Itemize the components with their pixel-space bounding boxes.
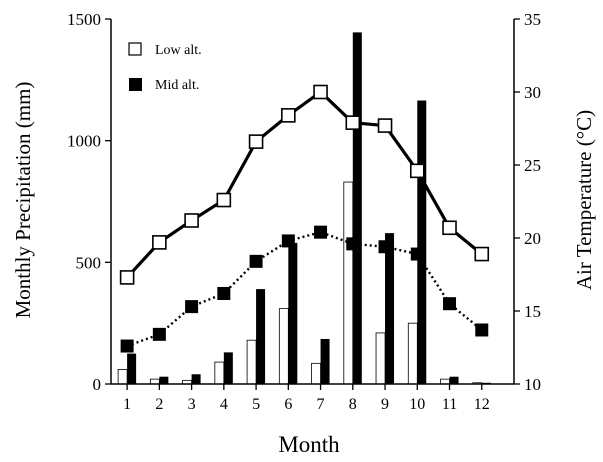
x-tick-label: 3 xyxy=(188,396,196,413)
mid-alt-bars xyxy=(127,32,491,385)
low-alt-bar xyxy=(246,339,257,385)
low-alt-temperature-point xyxy=(442,220,457,236)
mid-alt-temperature-point xyxy=(281,234,295,248)
low-alt-temperature-point xyxy=(474,246,490,262)
x-tick-label: 5 xyxy=(252,396,260,413)
mid-alt-bar xyxy=(288,242,298,384)
low-alt-bar xyxy=(214,361,225,385)
low-alt-bar xyxy=(407,322,418,385)
legend-marker-mid-alt xyxy=(129,78,142,91)
right-y-tick-label: 10 xyxy=(524,375,541,394)
low-alt-bars xyxy=(117,181,483,385)
legend-label-mid-alt: Mid alt. xyxy=(155,78,199,93)
mid-alt-temperature-point xyxy=(346,237,360,251)
left-y-tick-label: 0 xyxy=(93,375,102,394)
x-tick-label: 10 xyxy=(409,396,425,413)
low-alt-temperature-line xyxy=(125,89,483,279)
mid-alt-bar xyxy=(385,233,395,384)
x-tick-label: 9 xyxy=(381,396,389,413)
axes xyxy=(105,18,520,390)
low-alt-temperature-point xyxy=(119,270,135,285)
right-y-tick-label: 30 xyxy=(524,83,541,102)
mid-alt-bar xyxy=(223,352,233,384)
legend-label-low-alt: Low alt. xyxy=(155,43,202,58)
low-alt-bar xyxy=(311,362,321,385)
legend-marker-low-alt xyxy=(128,42,142,56)
mid-alt-temperature-point xyxy=(120,339,134,353)
mid-alt-temperature-line xyxy=(126,230,483,348)
mid-alt-temperature-point xyxy=(410,247,424,261)
right-y-tick-label: 25 xyxy=(524,156,541,175)
mid-alt-temperature-point xyxy=(152,327,166,341)
right-y-tick-label: 20 xyxy=(524,229,541,248)
low-alt-bar xyxy=(278,308,289,385)
left-y-tick-label: 500 xyxy=(76,253,102,272)
low-alt-temperature-point xyxy=(184,213,199,228)
x-axis-label: Month xyxy=(278,432,340,457)
mid-alt-temperature-point xyxy=(443,297,457,311)
low-alt-bar xyxy=(343,181,354,385)
low-alt-temperature-point xyxy=(345,115,361,130)
mid-alt-temperature-point xyxy=(217,286,231,300)
low-alt-temperature-point xyxy=(152,235,167,250)
mid-alt-bar xyxy=(449,376,459,384)
low-alt-temperature-point xyxy=(248,134,264,149)
mid-alt-bar xyxy=(417,100,427,385)
mid-alt-bar xyxy=(191,374,201,384)
mid-alt-bar xyxy=(320,338,330,384)
low-alt-temperature-point xyxy=(216,192,232,208)
right-y-tick-label: 15 xyxy=(524,302,541,321)
temperature-lines xyxy=(119,84,490,353)
mid-alt-bar xyxy=(256,289,266,384)
x-tick-label: 6 xyxy=(284,396,292,413)
mid-alt-bar xyxy=(352,32,362,385)
legend: Low alt. Mid alt. xyxy=(128,42,202,93)
x-tick-label: 11 xyxy=(442,396,457,413)
right-y-axis-label: Air Temperature (°C) xyxy=(572,110,596,290)
x-tick-label: 4 xyxy=(220,396,228,413)
mid-alt-bar xyxy=(127,353,137,384)
low-alt-temperature-point xyxy=(409,163,425,179)
low-alt-bar xyxy=(117,368,128,385)
low-alt-bar xyxy=(375,332,386,385)
x-tick-label: 2 xyxy=(155,396,163,413)
mid-alt-temperature-point xyxy=(378,240,392,254)
right-y-tick-label: 35 xyxy=(524,10,541,29)
mid-alt-temperature-point xyxy=(475,323,489,337)
x-tick-label: 7 xyxy=(317,396,325,413)
x-tick-label: 8 xyxy=(349,396,357,413)
mid-alt-temperature-point xyxy=(314,225,328,239)
x-tick-label: 12 xyxy=(474,396,490,413)
left-y-tick-label: 1500 xyxy=(67,10,101,29)
left-y-axis-label: Monthly Precipitation (mm) xyxy=(11,82,35,319)
left-y-tick-label: 1000 xyxy=(67,132,101,151)
mid-alt-bar xyxy=(159,376,169,384)
low-alt-temperature-point xyxy=(281,108,296,123)
low-alt-temperature-point xyxy=(377,118,393,133)
mid-alt-temperature-point xyxy=(249,254,263,268)
mid-alt-temperature-point xyxy=(185,300,199,314)
x-tick-label: 1 xyxy=(123,396,131,413)
low-alt-temperature-point xyxy=(313,84,328,100)
